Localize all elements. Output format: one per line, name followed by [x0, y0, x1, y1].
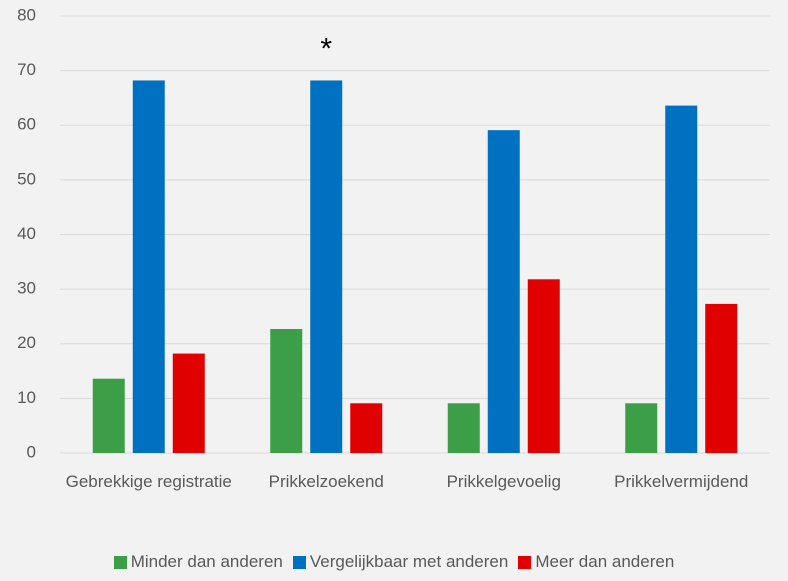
legend-label: Minder dan anderen	[130, 552, 283, 571]
y-tick-label: 70	[17, 60, 36, 79]
legend-swatch	[113, 555, 127, 569]
legend-swatch	[292, 555, 306, 569]
x-tick-label: Prikkelzoekend	[268, 472, 384, 491]
legend-item: Minder dan anderen	[113, 552, 283, 572]
y-tick-label: 80	[17, 5, 36, 24]
x-tick-label: Gebrekkige registratie	[65, 472, 232, 491]
bar	[92, 378, 125, 453]
bar	[447, 403, 480, 453]
bar	[705, 303, 738, 453]
x-tick-label: Prikkelvermijdend	[614, 472, 749, 491]
legend-item: Vergelijkbaar met anderen	[292, 552, 509, 572]
y-tick-label: 50	[17, 169, 36, 188]
y-tick-label: 40	[17, 224, 36, 243]
y-tick-label: 10	[17, 388, 36, 407]
bar	[487, 130, 520, 453]
bar	[527, 279, 560, 453]
legend-label: Vergelijkbaar met anderen	[309, 552, 509, 571]
bar	[270, 329, 303, 453]
bar	[625, 403, 658, 453]
legend-swatch	[518, 555, 532, 569]
bar	[350, 403, 383, 453]
annotation: *	[320, 32, 332, 65]
bar	[310, 80, 343, 454]
legend-label: Meer dan anderen	[535, 552, 675, 571]
bar	[665, 105, 698, 454]
y-tick-label: 60	[17, 115, 36, 134]
y-tick-label: 30	[17, 279, 36, 298]
y-tick-label: 20	[17, 333, 36, 352]
x-tick-label: Prikkelgevoelig	[446, 472, 561, 491]
legend-item: Meer dan anderen	[518, 552, 674, 572]
y-tick-label: 0	[27, 442, 36, 461]
bar	[132, 80, 165, 454]
legend: Minder dan anderen Vergelijkbaar met ande…	[0, 552, 788, 572]
bar	[172, 353, 205, 453]
